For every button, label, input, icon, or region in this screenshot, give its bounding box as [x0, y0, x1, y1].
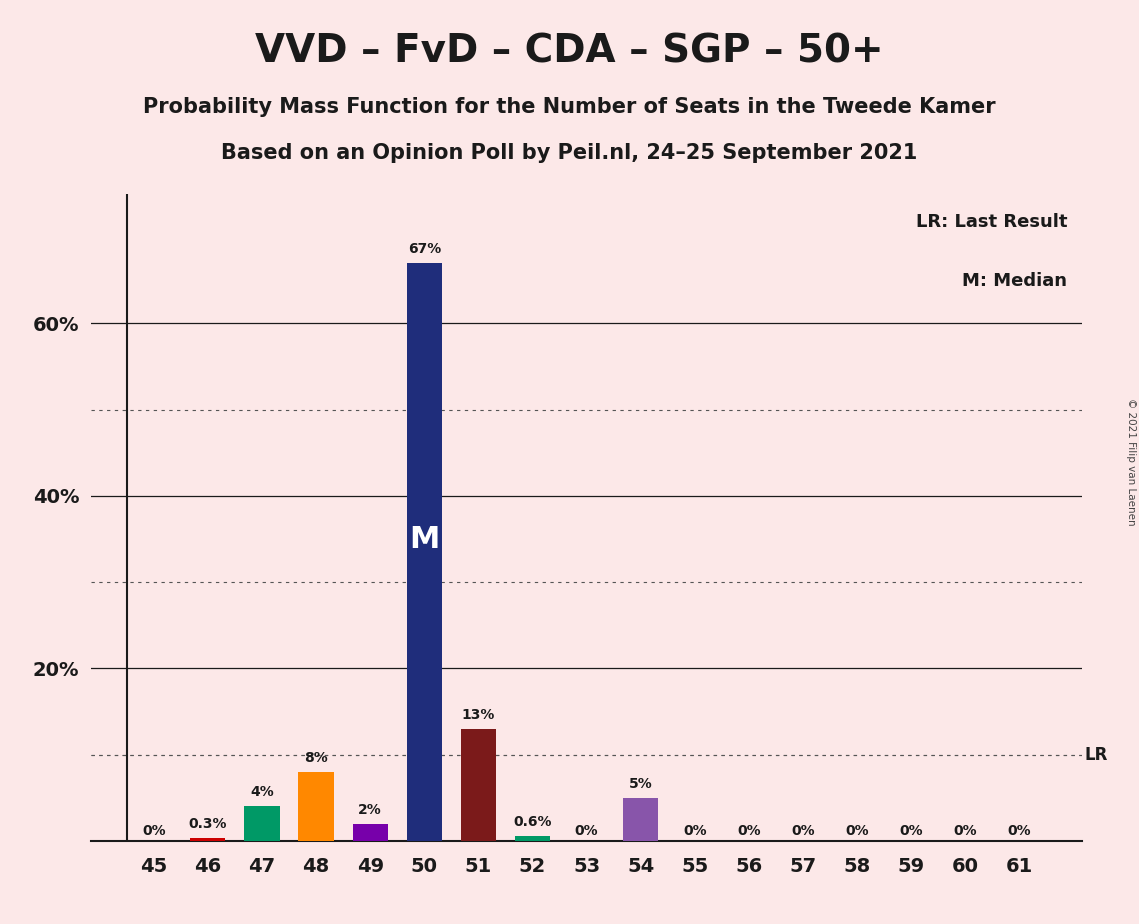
Bar [461, 729, 495, 841]
Text: 0%: 0% [792, 824, 814, 838]
Text: LR: LR [1084, 746, 1107, 763]
Text: 5%: 5% [629, 777, 653, 791]
Bar [515, 835, 550, 841]
Text: © 2021 Filip van Laenen: © 2021 Filip van Laenen [1126, 398, 1136, 526]
Bar [298, 772, 334, 841]
Bar [623, 797, 658, 841]
Text: M: M [409, 525, 440, 553]
Text: 13%: 13% [461, 708, 495, 722]
Text: 0.3%: 0.3% [189, 818, 227, 832]
Text: 0%: 0% [1008, 824, 1031, 838]
Bar [190, 838, 226, 841]
Text: 0%: 0% [737, 824, 761, 838]
Text: 0%: 0% [953, 824, 977, 838]
Text: VVD – FvD – CDA – SGP – 50+: VVD – FvD – CDA – SGP – 50+ [255, 32, 884, 70]
Text: 0%: 0% [683, 824, 706, 838]
Text: 67%: 67% [408, 242, 441, 256]
Bar [353, 823, 387, 841]
Text: 0.6%: 0.6% [514, 815, 551, 829]
Text: Based on an Opinion Poll by Peil.nl, 24–25 September 2021: Based on an Opinion Poll by Peil.nl, 24–… [221, 143, 918, 164]
Text: LR: Last Result: LR: Last Result [916, 213, 1067, 231]
Text: 0%: 0% [142, 824, 165, 838]
Text: 0%: 0% [845, 824, 869, 838]
Text: 4%: 4% [251, 785, 273, 799]
Bar [245, 807, 279, 841]
Text: 8%: 8% [304, 751, 328, 765]
Text: 0%: 0% [575, 824, 598, 838]
Bar [407, 263, 442, 841]
Text: 0%: 0% [900, 824, 923, 838]
Text: 2%: 2% [359, 803, 382, 817]
Text: Probability Mass Function for the Number of Seats in the Tweede Kamer: Probability Mass Function for the Number… [144, 97, 995, 117]
Text: M: Median: M: Median [962, 272, 1067, 289]
